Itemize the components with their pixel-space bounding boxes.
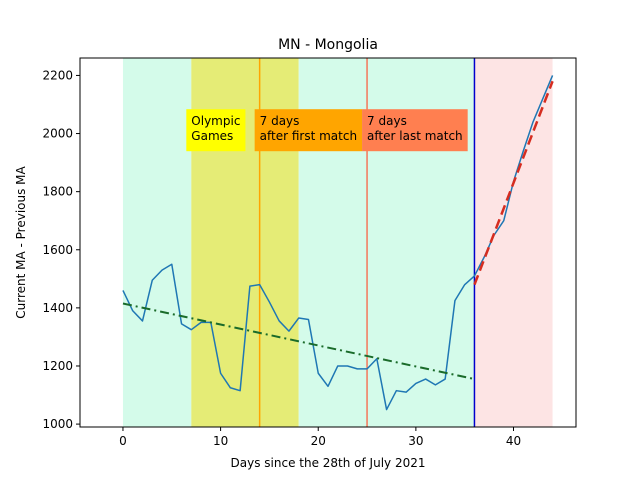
series-line-2 xyxy=(473,80,554,286)
annotation-line-0-0: Olympic xyxy=(191,114,240,128)
band-3 xyxy=(474,58,553,427)
y-axis-title: Current MA - Previous MA xyxy=(14,165,28,318)
annotation-box-0 xyxy=(186,109,246,152)
chart-title: MN - Mongolia xyxy=(278,37,378,53)
annotation-line-0-1: Games xyxy=(191,129,233,143)
band-0 xyxy=(122,58,192,427)
annotation-line-2-1: after last match xyxy=(367,129,463,143)
x-tick-label-0: 0 xyxy=(119,434,127,448)
annotation-line-1-1: after first match xyxy=(260,129,357,143)
x-tick-label-30: 30 xyxy=(408,434,423,448)
x-axis-title: Days since the 28th of July 2021 xyxy=(231,456,426,470)
y-tick-label-1600: 1600 xyxy=(42,243,73,257)
annotation-line-2-0: 7 days xyxy=(367,114,407,128)
series-lines xyxy=(122,75,554,411)
annotation-1: 7 days after first match xyxy=(254,109,363,152)
annotation-line-1-0: 7 days xyxy=(260,114,300,128)
annotation-0: Olympic Games xyxy=(186,109,246,152)
annotation-2: 7 days after last match xyxy=(362,109,468,152)
x-tick-label-10: 10 xyxy=(213,434,228,448)
y-axis-ticks: 1000 1200 1400 1600 1800 2000 2200 xyxy=(42,68,80,431)
y-tick-label-2200: 2200 xyxy=(42,68,73,82)
y-tick-label-2000: 2000 xyxy=(42,127,73,141)
annotation-text-0: Olympic Games xyxy=(191,114,240,143)
annotation-box-1 xyxy=(254,109,363,152)
series-line-0 xyxy=(122,75,554,411)
series-line-1 xyxy=(122,302,475,381)
annotation-text-1: 7 days after first match xyxy=(260,114,357,143)
y-tick-label-1400: 1400 xyxy=(42,301,73,315)
y-tick-label-1000: 1000 xyxy=(42,417,73,431)
y-tick-label-1800: 1800 xyxy=(42,185,73,199)
annotation-box-2 xyxy=(362,109,468,152)
annotation-text-2: 7 days after last match xyxy=(367,114,463,143)
x-tick-label-20: 20 xyxy=(311,434,326,448)
x-tick-label-40: 40 xyxy=(506,434,521,448)
x-axis-ticks: 0 10 20 30 40 xyxy=(119,427,521,448)
y-tick-label-1200: 1200 xyxy=(42,359,73,373)
plot-frame xyxy=(79,57,577,428)
